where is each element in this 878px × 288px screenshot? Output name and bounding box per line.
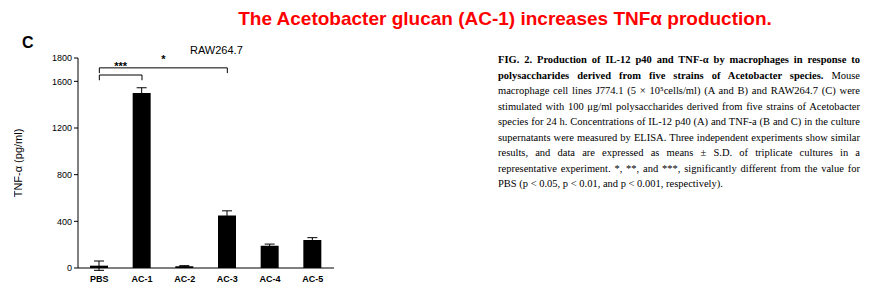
svg-text:0: 0 [67,263,72,273]
svg-text:400: 400 [57,217,72,227]
svg-text:AC-4: AC-4 [259,274,280,284]
svg-text:*: * [161,53,166,65]
svg-text:TNF-α (pg/ml): TNF-α (pg/ml) [14,129,24,198]
html-text:C: C [22,34,34,51]
svg-text:1200: 1200 [52,123,72,133]
html-text:Mouse macrophage cell lines J7: Mouse macrophage cell lines J774.1 (5 × … [498,69,860,189]
svg-text:AC-3: AC-3 [217,274,238,284]
svg-text:1800: 1800 [52,53,72,63]
html-text:RAW264.7: RAW264.7 [190,44,243,56]
svg-text:PBS: PBS [90,274,109,284]
html-text:FIG. 2. Production of IL-12 p4: FIG. 2. Production of IL-12 p40 and TNF-… [498,54,860,81]
svg-text:***: *** [114,60,128,72]
svg-text:1600: 1600 [52,77,72,87]
svg-text:AC-5: AC-5 [302,274,323,284]
svg-text:AC-2: AC-2 [174,274,195,284]
svg-text:800: 800 [57,170,72,180]
html-text:The Acetobacter glucan (AC-1): The Acetobacter glucan (AC-1) increases … [238,8,772,29]
svg-text:AC-1: AC-1 [131,274,152,284]
